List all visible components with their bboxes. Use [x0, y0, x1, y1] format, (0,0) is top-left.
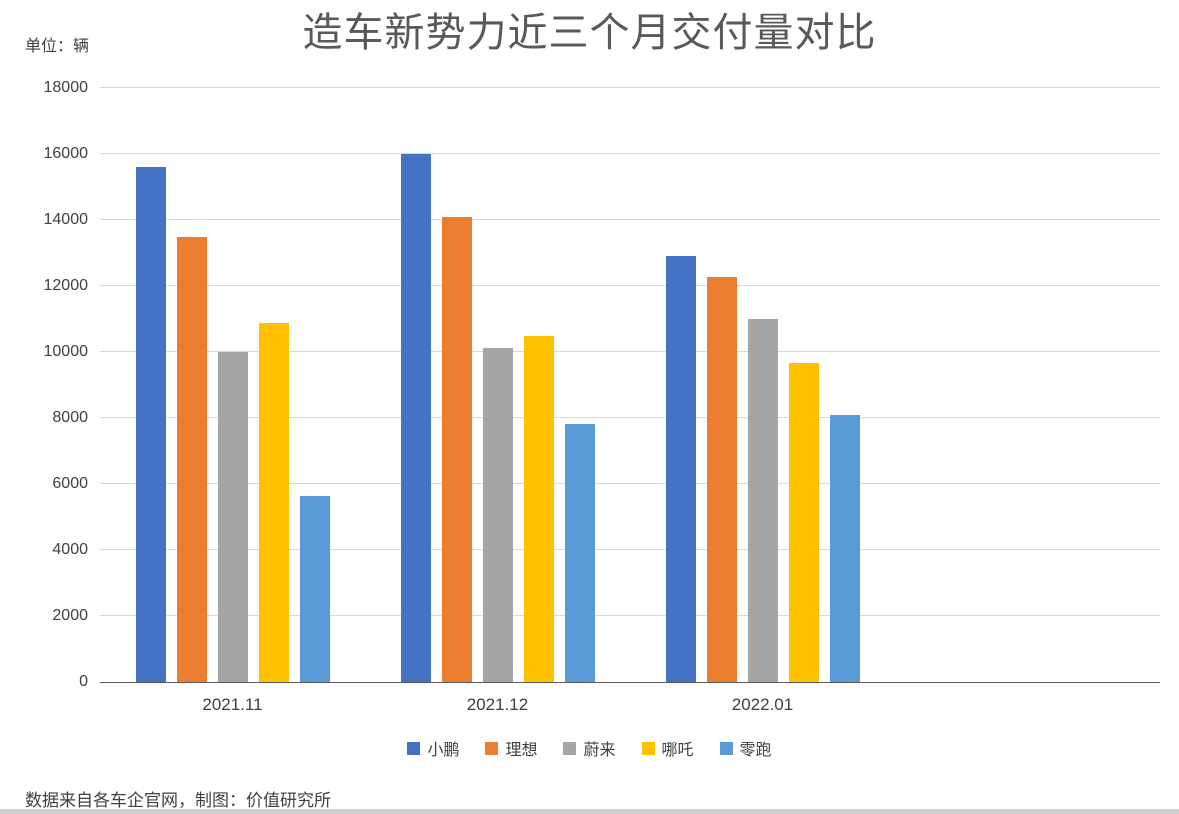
legend-swatch	[485, 741, 499, 755]
legend-swatch	[641, 741, 655, 755]
bar	[665, 255, 696, 682]
plot-area: 2021.11 2021.12 2022.01	[100, 87, 1160, 714]
bar	[299, 496, 330, 682]
x-axis-label: 2021.11	[202, 695, 263, 714]
legend-item: 哪吒	[641, 736, 694, 760]
legend-item: 蔚来	[563, 736, 616, 760]
gridline	[100, 483, 1160, 484]
bar-group: 2021.11	[100, 88, 365, 714]
gridline	[100, 615, 1160, 617]
legend-item: 零跑	[719, 736, 772, 760]
y-axis-tick-label: 8000	[52, 409, 88, 427]
bar	[258, 323, 289, 682]
x-axis-label: 2021.12	[466, 695, 529, 714]
y-axis-tick-label: 12000	[43, 277, 89, 294]
bar	[217, 351, 248, 682]
bar	[441, 217, 472, 682]
bar	[135, 166, 166, 682]
x-axis-label: 2022.01	[731, 695, 794, 714]
y-axis-tick-label: 16000	[43, 145, 89, 163]
gridline	[100, 219, 1160, 220]
bar	[747, 318, 778, 682]
chart-title: 造车新势力近三个月交付量对比	[302, 11, 877, 55]
y-axis-tick-label: 0	[79, 673, 88, 690]
bar	[176, 237, 207, 682]
gridline	[100, 351, 1160, 352]
legend-swatch	[407, 741, 421, 755]
gridline	[100, 153, 1160, 155]
legend-label: 蔚来	[583, 742, 616, 759]
gridline	[100, 417, 1160, 419]
bar-group: 2022.01	[630, 88, 895, 714]
y-axis-tick-label: 4000	[52, 541, 88, 559]
y-axis-tick-label: 18000	[43, 79, 89, 96]
legend-label: 哪吒	[661, 742, 694, 759]
bar	[400, 154, 431, 682]
empty-category-slot	[895, 88, 1160, 682]
y-axis: 0 2000 4000 6000 8000 10000 12000 14000 16000 180…	[0, 79, 89, 690]
y-axis-tick-label: 2000	[52, 607, 88, 625]
gridline	[100, 549, 1160, 551]
legend-item: 理想	[485, 736, 537, 760]
legend: 小鹏 理想 蔚来 哪吒 零跑	[0, 736, 1179, 760]
legend-label: 小鹏	[427, 742, 460, 759]
gridline	[100, 87, 1160, 88]
gridline	[100, 285, 1160, 286]
bottom-edge-strip	[0, 809, 1179, 814]
bar	[482, 347, 513, 682]
legend-label: 零跑	[739, 742, 772, 759]
legend-item: 小鹏	[407, 736, 459, 760]
bar	[523, 335, 554, 682]
y-axis-tick-label: 14000	[43, 211, 89, 228]
y-axis-tick-label: 6000	[52, 475, 88, 492]
bar-group: 2021.12	[365, 88, 630, 714]
bar	[564, 424, 595, 682]
legend-swatch	[719, 741, 733, 755]
bar-groups: 2021.11 2021.12 2022.01	[100, 88, 1160, 714]
source-note: 数据来自各车企官网，制图：价值研究所	[25, 791, 331, 810]
bar	[829, 415, 860, 682]
legend-swatch	[563, 741, 577, 755]
unit-label: 单位：辆	[25, 38, 90, 55]
y-axis-tick-label: 10000	[43, 343, 89, 360]
legend-label: 理想	[505, 742, 538, 759]
bar	[706, 277, 737, 682]
bar	[788, 363, 819, 682]
